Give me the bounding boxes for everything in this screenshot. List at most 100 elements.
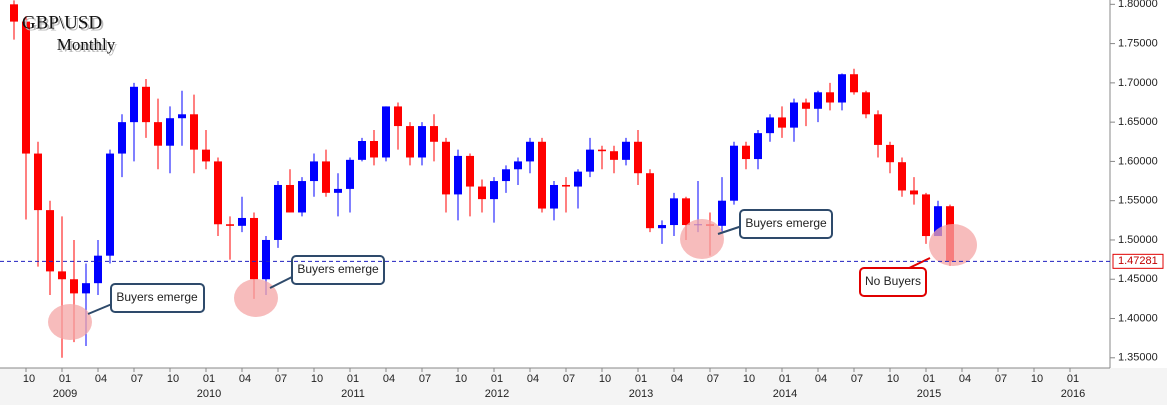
- current-price-label: 1.47281: [1118, 255, 1158, 267]
- x-year-label: 2010: [197, 388, 221, 400]
- x-tick-label: 07: [851, 373, 863, 385]
- x-tick-label: 04: [815, 373, 827, 385]
- candle-body: [622, 141, 630, 160]
- x-tick-label: 04: [383, 373, 395, 385]
- candle-body: [190, 114, 198, 150]
- x-tick-label: 01: [59, 373, 71, 385]
- candle-body: [10, 4, 18, 22]
- candle-body: [874, 114, 882, 145]
- annotation: Buyers emerge: [745, 216, 827, 230]
- candle-body: [262, 239, 270, 280]
- candle-body: [934, 206, 942, 237]
- x-tick-label: 10: [167, 373, 179, 385]
- x-tick-label: 07: [707, 373, 719, 385]
- candle-body: [442, 141, 450, 195]
- candle-body: [838, 74, 846, 103]
- y-tick-label: 1.80000: [1118, 0, 1158, 10]
- x-tick-label: 10: [455, 373, 467, 385]
- candle-body: [646, 173, 654, 229]
- candle-body: [166, 118, 174, 146]
- highlights: [48, 219, 977, 340]
- x-tick-label: 01: [491, 373, 503, 385]
- candle-body: [226, 224, 234, 226]
- x-tick-label: 01: [347, 373, 359, 385]
- x-year-label: 2016: [1061, 388, 1085, 400]
- candle-body: [94, 255, 102, 284]
- candle-body: [862, 92, 870, 115]
- chart-subtitle: Monthly: [57, 35, 116, 54]
- y-tick-label: 1.55000: [1118, 195, 1158, 207]
- y-tick-label: 1.60000: [1118, 155, 1158, 167]
- candle-body: [502, 169, 510, 182]
- y-tick-label: 1.65000: [1118, 116, 1158, 128]
- candle-body: [910, 190, 918, 195]
- y-tick-label: 1.70000: [1118, 77, 1158, 89]
- x-tick-label: 10: [23, 373, 35, 385]
- candle-body: [850, 74, 858, 93]
- x-tick-label: 04: [671, 373, 683, 385]
- candle-body: [826, 92, 834, 103]
- candle-body: [394, 106, 402, 127]
- candle-body: [406, 126, 414, 158]
- y-tick-label: 1.45000: [1118, 273, 1158, 285]
- candle-body: [670, 198, 678, 226]
- x-tick-label: 04: [959, 373, 971, 385]
- candle-body: [154, 122, 162, 146]
- candle-body: [778, 117, 786, 128]
- candle-body: [34, 153, 42, 211]
- title-shadow: GBP\USD: [24, 14, 104, 35]
- chart-title: GBP\USD: [22, 12, 102, 33]
- candle-body: [814, 92, 822, 109]
- candle-body: [370, 140, 378, 158]
- candle-body: [634, 141, 642, 174]
- x-tick-label: 01: [779, 373, 791, 385]
- x-year-label: 2012: [485, 388, 509, 400]
- x-tick-label: 07: [995, 373, 1007, 385]
- candle-body: [46, 210, 54, 272]
- candle-body: [718, 200, 726, 226]
- y-tick-label: 1.75000: [1118, 38, 1158, 50]
- candle-body: [562, 184, 570, 187]
- candle-body: [550, 184, 558, 209]
- x-year-label: 2009: [53, 388, 77, 400]
- candle-body: [250, 217, 258, 280]
- candle-body: [382, 106, 390, 158]
- candle-body: [298, 181, 306, 213]
- x-tick-label: 04: [527, 373, 539, 385]
- candle-body: [742, 145, 750, 160]
- candle-body: [478, 186, 486, 200]
- x-tick-label: 04: [239, 373, 251, 385]
- candle-body: [82, 283, 90, 294]
- callout-box: [110, 283, 205, 313]
- x-tick-label: 01: [1067, 373, 1079, 385]
- candle-body: [886, 144, 894, 163]
- candle-body: [490, 181, 498, 200]
- annotation: Buyers emerge: [116, 290, 198, 304]
- candle-body: [142, 86, 150, 123]
- callout-pointer: [87, 303, 113, 315]
- candle-body: [730, 145, 738, 201]
- candle-body: [202, 149, 210, 162]
- candle-body: [598, 149, 606, 152]
- candle-body: [118, 122, 126, 154]
- candle-body: [790, 102, 798, 128]
- x-tick-label: 01: [203, 373, 215, 385]
- candle-body: [766, 117, 774, 134]
- x-year-label: 2011: [341, 388, 365, 400]
- callout-box: [291, 255, 385, 285]
- callout-box: [859, 267, 927, 297]
- candle-body: [610, 151, 618, 160]
- candle-body: [130, 86, 138, 123]
- candle-body: [802, 102, 810, 109]
- x-tick-label: 10: [311, 373, 323, 385]
- x-tick-label: 10: [1031, 373, 1043, 385]
- x-tick-label: 01: [635, 373, 647, 385]
- callout-pointer: [717, 225, 743, 235]
- x-tick-label: 04: [95, 373, 107, 385]
- highlight: [48, 304, 92, 340]
- candle-body: [526, 141, 534, 162]
- candle-body: [754, 133, 762, 160]
- x-tick-label: 10: [743, 373, 755, 385]
- candle-body: [898, 162, 906, 191]
- candle-body: [358, 140, 366, 160]
